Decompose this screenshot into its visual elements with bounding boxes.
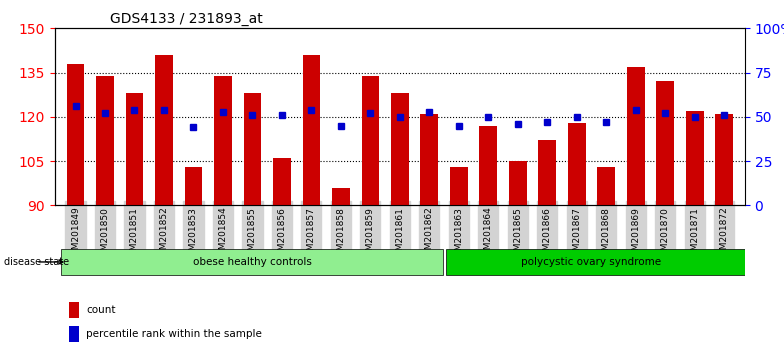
Bar bbox=[656, 81, 674, 205]
Text: polycystic ovary syndrome: polycystic ovary syndrome bbox=[521, 257, 662, 267]
Bar bbox=[509, 161, 527, 205]
Bar bbox=[715, 114, 733, 205]
Bar bbox=[539, 141, 556, 205]
FancyBboxPatch shape bbox=[61, 249, 443, 275]
Bar bbox=[450, 167, 467, 205]
Bar bbox=[67, 64, 85, 205]
Bar bbox=[597, 167, 615, 205]
Text: count: count bbox=[86, 305, 115, 315]
Bar bbox=[155, 55, 172, 205]
Bar bbox=[480, 126, 497, 205]
Bar bbox=[420, 114, 438, 205]
Text: percentile rank within the sample: percentile rank within the sample bbox=[86, 329, 262, 339]
Text: disease state: disease state bbox=[4, 257, 69, 267]
Bar bbox=[361, 75, 379, 205]
Text: GDS4133 / 231893_at: GDS4133 / 231893_at bbox=[110, 12, 263, 26]
Bar bbox=[627, 67, 644, 205]
Bar bbox=[303, 55, 320, 205]
Bar bbox=[69, 326, 79, 342]
Bar bbox=[184, 167, 202, 205]
Bar bbox=[273, 158, 291, 205]
Bar bbox=[391, 93, 408, 205]
Bar bbox=[568, 123, 586, 205]
Bar bbox=[125, 93, 143, 205]
Bar bbox=[214, 75, 232, 205]
Bar bbox=[686, 111, 703, 205]
Bar bbox=[69, 302, 79, 318]
Text: obese healthy controls: obese healthy controls bbox=[193, 257, 312, 267]
FancyBboxPatch shape bbox=[445, 249, 745, 275]
Bar bbox=[96, 75, 114, 205]
Bar bbox=[244, 93, 261, 205]
Bar bbox=[332, 188, 350, 205]
